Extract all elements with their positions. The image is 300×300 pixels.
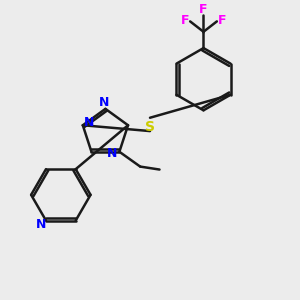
Text: S: S bbox=[145, 120, 155, 134]
Text: F: F bbox=[199, 3, 208, 16]
Text: N: N bbox=[84, 116, 94, 129]
Text: N: N bbox=[107, 147, 117, 160]
Text: N: N bbox=[35, 218, 46, 232]
Text: F: F bbox=[181, 14, 189, 27]
Text: N: N bbox=[99, 96, 109, 110]
Text: F: F bbox=[218, 14, 226, 27]
